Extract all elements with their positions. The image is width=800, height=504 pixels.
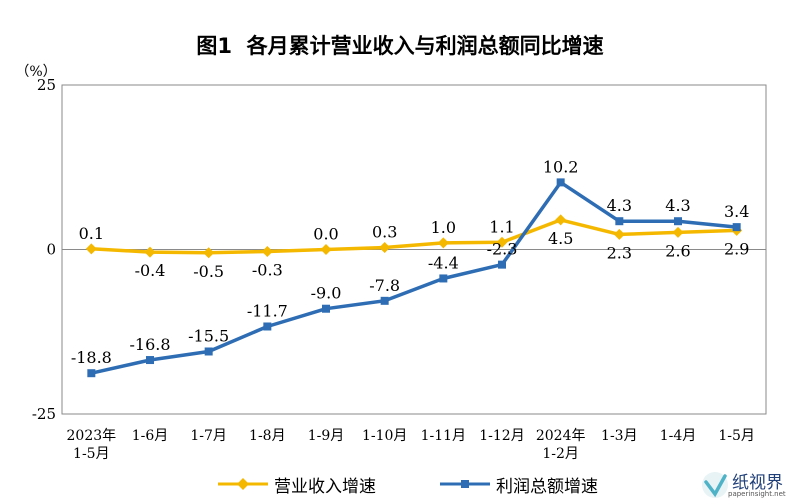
data-point-revenue <box>261 245 273 257</box>
legend-square-icon <box>440 480 490 488</box>
x-tick-label: 1-12月 <box>479 428 524 444</box>
x-tick-label: 1-3月 <box>601 428 638 444</box>
data-label: 3.4 <box>724 202 749 221</box>
data-point-revenue <box>437 237 449 249</box>
data-label: -4.4 <box>428 253 459 272</box>
chart-title: 图1 各月累计营业收入与利润总额同比增速 <box>196 34 604 58</box>
data-label: 2.9 <box>724 239 749 258</box>
data-point-revenue <box>672 226 684 238</box>
data-label: 0.1 <box>79 224 104 243</box>
data-label: 0.3 <box>372 223 397 242</box>
x-tick-label: 1-7月 <box>190 428 227 444</box>
watermark-logo: 纸视界 paperinsight.net <box>698 468 798 502</box>
legend-item-revenue: 营业收入增速 <box>218 472 376 497</box>
data-label: 4.3 <box>607 196 632 215</box>
watermark-emblem-icon <box>702 472 728 498</box>
data-point-profit <box>439 274 448 283</box>
series-line-0 <box>91 218 737 255</box>
x-tick-label: 1-2月 <box>542 446 579 462</box>
legend-label-revenue: 营业收入增速 <box>274 476 376 497</box>
data-label: 4.5 <box>548 229 573 248</box>
legend-diamond-icon <box>218 478 268 490</box>
data-point-revenue <box>144 246 156 258</box>
x-tick-label: 1-5月 <box>73 446 110 462</box>
y-tick-label: -25 <box>32 405 56 423</box>
data-point-revenue <box>613 228 625 240</box>
data-label: 1.0 <box>431 218 456 237</box>
data-label: -11.7 <box>247 301 288 320</box>
legend-item-profit: 利润总额增速 <box>440 472 598 497</box>
data-label: -15.5 <box>188 326 229 345</box>
x-tick-label: 1-4月 <box>660 428 697 444</box>
data-point-revenue <box>320 244 332 255</box>
data-point-revenue <box>203 247 215 259</box>
watermark-url: paperinsight.net <box>728 490 786 498</box>
series-line-1 <box>90 180 737 375</box>
x-tick-label: 1-6月 <box>132 428 169 444</box>
data-point-revenue <box>379 242 391 254</box>
data-point-profit <box>732 223 741 232</box>
data-label: 10.2 <box>543 157 579 176</box>
watermark-name: 纸视界 <box>732 473 783 493</box>
data-label: 1.1 <box>489 217 514 236</box>
data-label: 4.3 <box>665 196 690 215</box>
data-point-profit <box>556 178 565 187</box>
data-point-profit <box>146 356 154 365</box>
x-tick-label: 1-8月 <box>249 428 286 444</box>
y-axis-unit-label: （%） <box>15 64 56 80</box>
data-label: -0.3 <box>252 260 283 279</box>
data-label: -9.0 <box>311 284 342 303</box>
data-point-profit <box>87 369 96 378</box>
x-tick-label: 1-10月 <box>362 428 407 444</box>
data-label: -0.5 <box>193 262 224 281</box>
x-tick-label: 2023年 <box>67 428 117 444</box>
data-point-profit <box>615 217 624 226</box>
data-label: 2.3 <box>607 243 632 262</box>
data-label: -7.8 <box>369 276 400 295</box>
x-tick-label: 1-11月 <box>421 428 466 444</box>
data-label: -0.4 <box>135 261 166 280</box>
data-point-profit <box>380 296 389 305</box>
data-point-profit <box>263 322 272 331</box>
data-point-profit <box>498 260 506 269</box>
data-point-profit <box>322 304 330 313</box>
data-point-revenue <box>85 243 97 255</box>
data-point-revenue <box>496 236 508 248</box>
data-label: -18.8 <box>71 348 112 367</box>
data-point-revenue <box>555 214 567 226</box>
data-label: 2.6 <box>665 241 690 260</box>
data-point-profit <box>674 217 682 226</box>
data-point-profit <box>204 347 213 356</box>
x-tick-label: 2024年 <box>536 428 586 444</box>
x-tick-label: 1-9月 <box>308 428 345 444</box>
legend-label-profit: 利润总额增速 <box>496 476 598 497</box>
y-tick-label: 25 <box>37 76 56 94</box>
y-tick-label: 0 <box>46 241 56 259</box>
data-label: -16.8 <box>129 335 170 354</box>
x-tick-label: 1-5月 <box>718 428 755 444</box>
data-label: 0.0 <box>313 225 338 244</box>
data-label: -2.3 <box>487 240 518 259</box>
